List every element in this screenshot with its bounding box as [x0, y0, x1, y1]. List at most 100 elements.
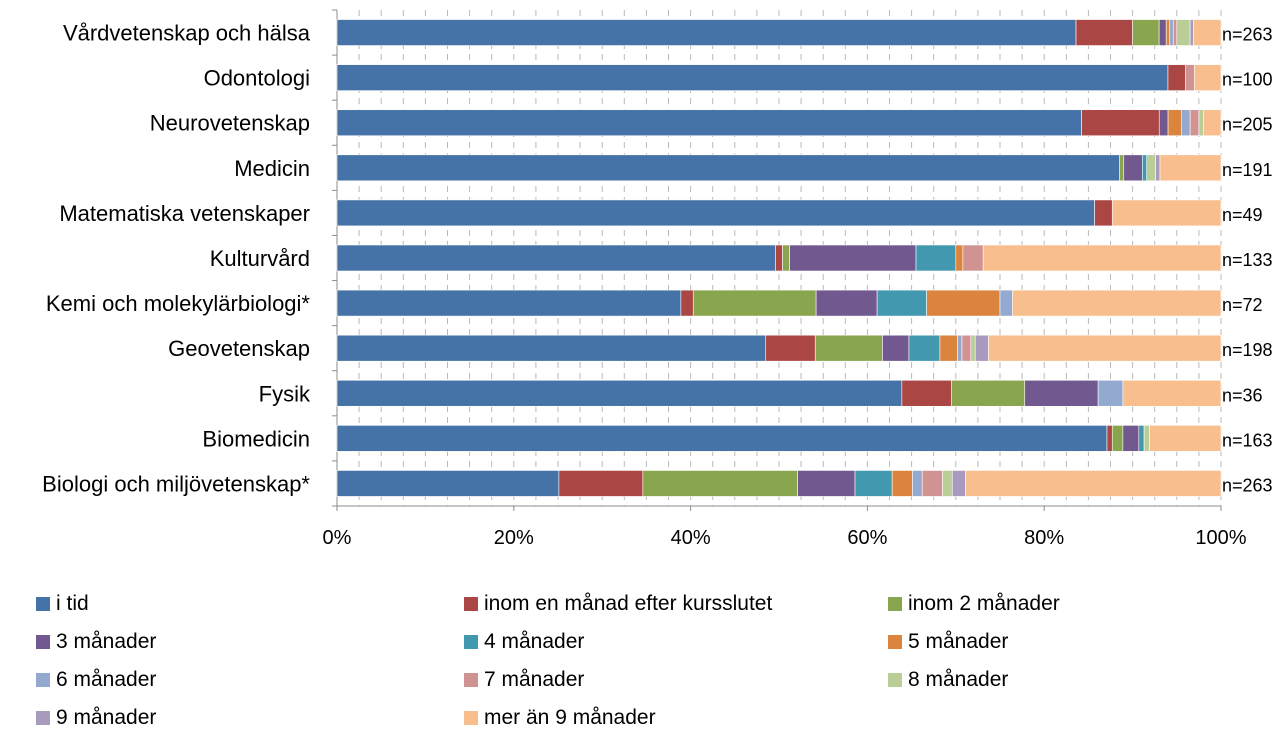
legend-label: 7 månader — [484, 668, 585, 691]
bar-segment — [908, 334, 941, 362]
category-label: Vårdvetenskap och hälsa — [63, 21, 311, 46]
legend-swatch — [464, 635, 478, 649]
legend-item: 3 månader — [36, 630, 156, 654]
bar-segment — [1172, 19, 1178, 46]
bar-segment — [1081, 109, 1160, 137]
legend-item: 5 månader — [888, 630, 1008, 654]
bar-segment — [901, 379, 952, 407]
bar-segment — [336, 199, 1095, 227]
bar-segment — [1176, 19, 1191, 46]
legend-label: mer än 9 månader — [484, 706, 656, 729]
legend-label: 5 månader — [908, 630, 1009, 653]
bar-segment — [336, 109, 1082, 137]
bar-segment — [789, 244, 917, 272]
bar-segment — [782, 244, 790, 272]
x-tick-label: 40% — [671, 527, 711, 549]
legend-swatch — [464, 673, 478, 687]
legend-item: mer än 9 månader — [464, 706, 656, 730]
bar-segment — [921, 470, 943, 497]
bar-segment — [1198, 109, 1204, 137]
bar-segment — [1119, 154, 1125, 182]
bar-segment — [1149, 425, 1222, 452]
n-label: n=100 — [1222, 70, 1273, 90]
bar-segment — [336, 470, 560, 497]
bar-segment — [951, 379, 1026, 407]
bar-segment — [951, 470, 966, 497]
bar-segment — [1203, 109, 1222, 137]
bar-segment — [336, 334, 767, 362]
n-label: n=191 — [1222, 160, 1273, 180]
legend-label: 4 månader — [484, 630, 585, 653]
bar-segment — [1122, 379, 1222, 407]
bar-segment — [680, 289, 694, 317]
bar-segment — [882, 334, 910, 362]
bar-segment — [962, 244, 984, 272]
legend-swatch — [36, 597, 50, 611]
bar-segment — [336, 64, 1169, 91]
bar-segment — [854, 470, 893, 497]
n-label: n=263 — [1222, 475, 1273, 495]
x-tick-label: 80% — [1024, 527, 1064, 549]
bar-segment — [974, 334, 989, 362]
bar-segment — [1012, 289, 1222, 317]
category-label: Geovetenskap — [168, 336, 310, 361]
bar-segment — [1097, 379, 1124, 407]
bar-segment — [1165, 19, 1171, 46]
legend-swatch — [464, 597, 478, 611]
category-label: Biomedicin — [202, 426, 310, 451]
bar-segment — [982, 244, 1222, 272]
legend-swatch — [888, 673, 902, 687]
bar-segment — [1138, 425, 1145, 452]
n-label: n=198 — [1222, 340, 1273, 360]
bar-segment — [336, 244, 776, 272]
category-label: Neurovetenskap — [150, 111, 310, 136]
bar-segment — [814, 334, 883, 362]
bar-segment — [765, 334, 816, 362]
bar-segment — [961, 334, 972, 362]
n-label: n=163 — [1222, 430, 1273, 450]
bar-segment — [336, 19, 1077, 46]
bar-segment — [1143, 425, 1150, 452]
legend-item: i tid — [36, 592, 89, 616]
legend-swatch — [464, 711, 478, 725]
bar-segment — [891, 470, 913, 497]
legend-item: 8 månader — [888, 668, 1008, 692]
x-tick-label: 20% — [494, 527, 534, 549]
bar-segment — [1132, 19, 1160, 46]
legend-item: inom en månad efter kursslutet — [464, 592, 772, 616]
bar-segment — [1167, 64, 1186, 91]
bar-segment — [336, 379, 903, 407]
category-label: Fysik — [259, 381, 311, 406]
bar-segment — [1146, 154, 1156, 182]
bar-segment — [939, 334, 958, 362]
legend-label: 3 månader — [56, 630, 157, 653]
bar-segment — [336, 425, 1108, 452]
n-label: n=263 — [1222, 25, 1273, 45]
bar-segment — [970, 334, 976, 362]
bar-segment — [1024, 379, 1099, 407]
legend-label: inom 2 månader — [908, 592, 1060, 615]
bar-segment — [1111, 199, 1222, 227]
bar-segment — [1158, 109, 1169, 137]
bar-segment — [1185, 64, 1195, 91]
legend-swatch — [36, 635, 50, 649]
x-tick-label: 0% — [323, 527, 352, 549]
bar-segment — [915, 244, 957, 272]
bar-segment — [965, 470, 1222, 497]
legend-label: 8 månader — [908, 668, 1009, 691]
bar-segment — [912, 470, 923, 497]
bar-segment — [1106, 425, 1113, 452]
legend-item: 7 månader — [464, 668, 584, 692]
bar-segment — [336, 289, 682, 317]
bar-segment — [1189, 19, 1194, 46]
bar-segment — [957, 334, 963, 362]
bar-segment — [942, 470, 953, 497]
bar-segment — [1159, 154, 1222, 182]
legend-swatch — [888, 597, 902, 611]
category-label: Biologi och miljövetenskap* — [42, 471, 310, 496]
bar-segment — [1122, 425, 1140, 452]
category-label: Medicin — [234, 156, 310, 181]
bar-segment — [336, 154, 1120, 182]
bar-segment — [1111, 425, 1124, 452]
category-label: Kemi och molekylärbiologi* — [46, 291, 311, 316]
